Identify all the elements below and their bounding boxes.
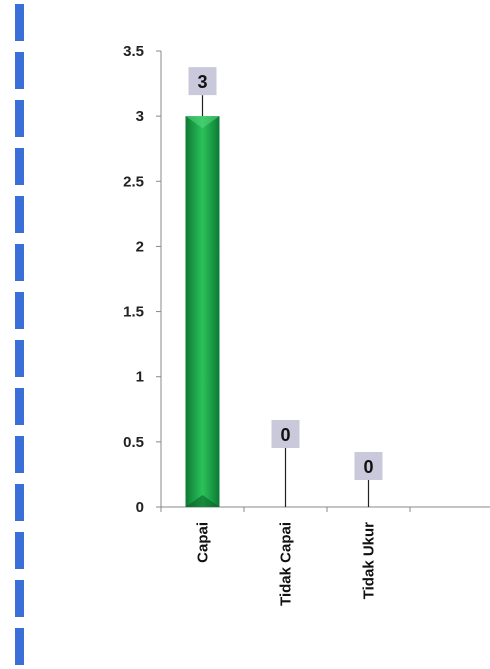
x-category-label: Capai bbox=[195, 522, 212, 563]
bar bbox=[185, 116, 220, 508]
strip-dash bbox=[15, 4, 24, 41]
strip-dash bbox=[15, 148, 24, 185]
y-tick-label: 1.5 bbox=[123, 304, 144, 321]
data-label-box bbox=[354, 452, 383, 480]
data-label: 0 bbox=[280, 425, 290, 445]
x-category-label: Tidak Capai bbox=[278, 522, 295, 606]
strip-dash bbox=[15, 580, 24, 617]
strip-dash bbox=[15, 52, 24, 89]
y-tick-label: 2.5 bbox=[123, 173, 144, 190]
data-label: 3 bbox=[197, 72, 207, 92]
y-tick-label: 3.5 bbox=[123, 43, 144, 60]
strip-dash bbox=[15, 100, 24, 137]
data-label-box bbox=[188, 67, 217, 96]
y-tick-label: 1 bbox=[136, 369, 144, 386]
strip-dash bbox=[15, 484, 24, 521]
y-tick-label: 2 bbox=[136, 238, 144, 255]
x-category-label: Tidak Ukur bbox=[361, 522, 378, 599]
bar-bevel-bottom bbox=[185, 495, 220, 507]
strip-dash bbox=[15, 628, 24, 665]
strip-dash bbox=[15, 196, 24, 233]
y-tick-label: 0 bbox=[136, 499, 144, 516]
strip-dash bbox=[15, 388, 24, 425]
strip-dash bbox=[15, 436, 24, 473]
y-tick-label: 3 bbox=[136, 108, 144, 125]
bar-bevel-top bbox=[185, 116, 220, 129]
bar-body bbox=[185, 116, 220, 508]
strip-dash bbox=[15, 340, 24, 377]
strip-dash bbox=[15, 292, 24, 329]
strip-dash bbox=[15, 244, 24, 281]
data-label-box bbox=[271, 420, 300, 448]
strip-dash bbox=[15, 532, 24, 569]
y-tick-label: 0.5 bbox=[123, 434, 144, 451]
data-label: 0 bbox=[363, 457, 373, 477]
left-dashed-strip bbox=[15, 4, 24, 665]
